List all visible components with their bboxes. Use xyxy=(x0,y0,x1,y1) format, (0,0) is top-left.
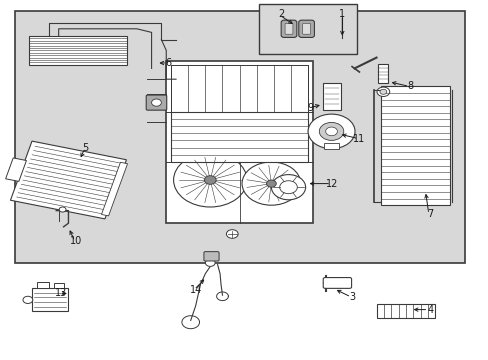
Text: 1: 1 xyxy=(339,9,345,19)
Text: 12: 12 xyxy=(325,179,338,189)
Circle shape xyxy=(376,87,389,96)
Bar xyxy=(102,162,127,216)
Circle shape xyxy=(204,176,216,184)
FancyBboxPatch shape xyxy=(302,23,310,34)
FancyBboxPatch shape xyxy=(146,95,166,110)
Bar xyxy=(32,288,68,311)
Circle shape xyxy=(242,162,300,205)
Text: 14: 14 xyxy=(189,285,202,295)
Bar xyxy=(166,61,312,223)
Circle shape xyxy=(151,99,161,106)
Circle shape xyxy=(271,175,305,200)
Circle shape xyxy=(319,122,343,140)
Bar xyxy=(171,112,307,162)
Bar xyxy=(171,65,307,112)
Text: 11: 11 xyxy=(352,134,365,144)
Text: 9: 9 xyxy=(307,103,313,113)
Bar xyxy=(37,282,49,288)
Text: 10: 10 xyxy=(69,236,82,246)
Circle shape xyxy=(23,296,33,303)
Bar xyxy=(29,36,127,65)
Bar xyxy=(381,86,449,205)
FancyBboxPatch shape xyxy=(323,278,351,288)
Text: 4: 4 xyxy=(427,305,432,315)
Circle shape xyxy=(379,89,386,94)
FancyBboxPatch shape xyxy=(203,252,219,261)
Bar xyxy=(15,11,464,263)
Circle shape xyxy=(173,153,246,207)
Circle shape xyxy=(205,259,215,266)
Bar xyxy=(10,141,126,219)
Text: 5: 5 xyxy=(82,143,88,153)
Text: 6: 6 xyxy=(165,58,171,68)
Text: 7: 7 xyxy=(427,209,432,219)
Circle shape xyxy=(279,181,297,194)
Bar xyxy=(259,4,356,54)
FancyBboxPatch shape xyxy=(281,20,296,37)
Bar xyxy=(322,83,341,110)
Circle shape xyxy=(226,230,238,238)
FancyBboxPatch shape xyxy=(285,23,292,34)
Circle shape xyxy=(266,180,276,187)
Bar xyxy=(54,283,63,288)
Text: 2: 2 xyxy=(278,9,284,19)
Circle shape xyxy=(307,114,354,149)
FancyBboxPatch shape xyxy=(298,20,314,37)
Text: 13: 13 xyxy=(55,288,67,298)
Bar xyxy=(324,143,338,149)
Text: 8: 8 xyxy=(407,81,413,91)
Bar xyxy=(376,304,434,318)
Bar xyxy=(5,158,26,181)
Text: 3: 3 xyxy=(348,292,354,302)
Circle shape xyxy=(325,127,337,136)
Bar xyxy=(378,64,387,83)
Circle shape xyxy=(59,207,66,212)
